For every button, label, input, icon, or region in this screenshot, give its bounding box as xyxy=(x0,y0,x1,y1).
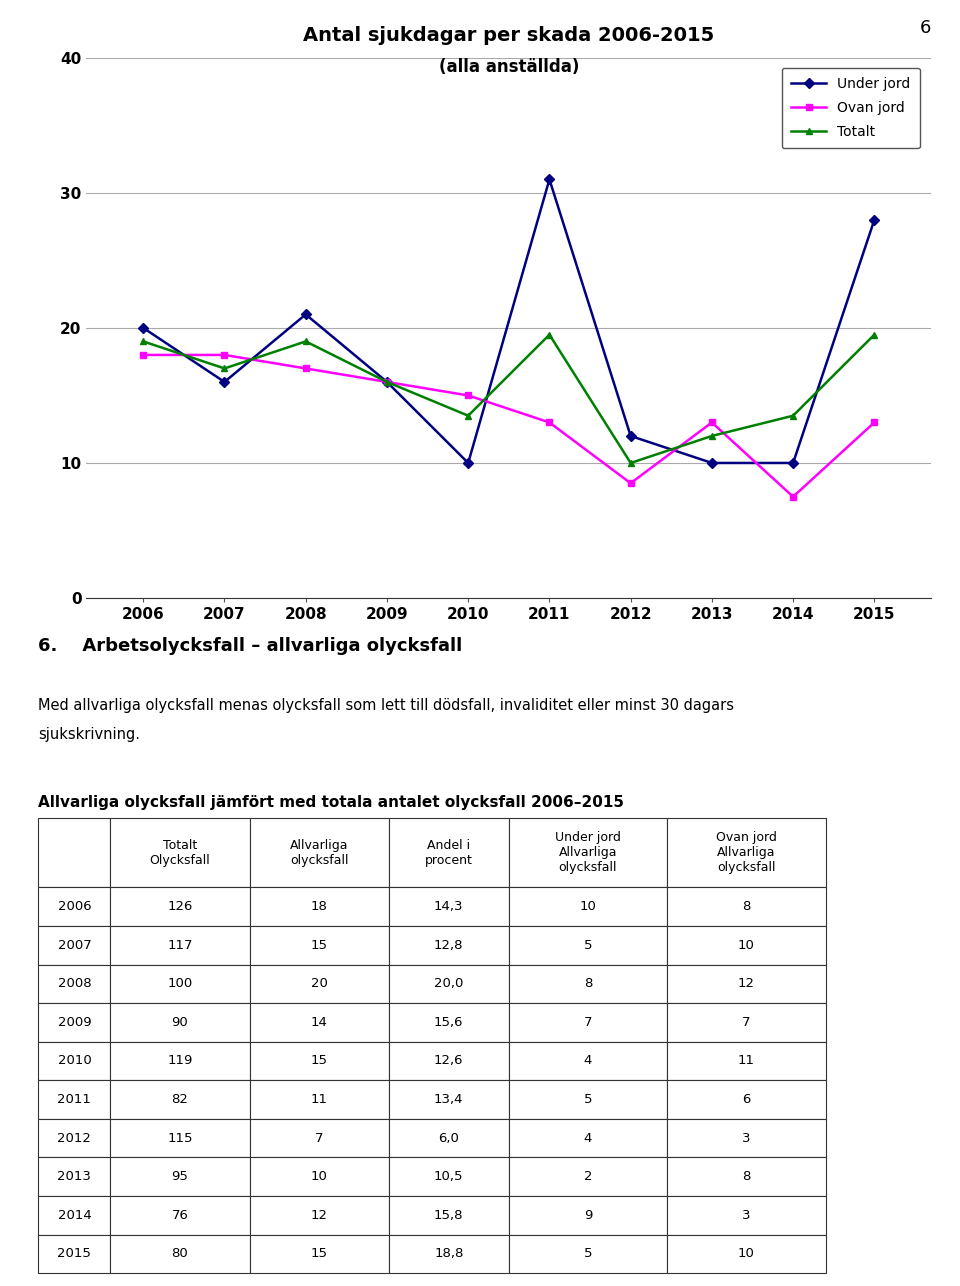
Totalt xyxy=(300,333,311,349)
Line: Ovan jord: Ovan jord xyxy=(140,351,877,500)
Ovan jord xyxy=(137,347,149,363)
Under jord xyxy=(787,455,799,471)
Ovan jord xyxy=(219,347,230,363)
Text: 6: 6 xyxy=(920,19,931,37)
Under jord xyxy=(625,428,636,444)
Totalt xyxy=(543,327,555,342)
Under jord xyxy=(300,307,311,323)
Text: Antal sjukdagar per skada 2006-2015: Antal sjukdagar per skada 2006-2015 xyxy=(303,26,714,45)
Ovan jord xyxy=(543,414,555,430)
Under jord xyxy=(707,455,718,471)
Totalt xyxy=(869,327,880,342)
Totalt xyxy=(707,428,718,444)
Ovan jord xyxy=(869,414,880,430)
Text: Allvarliga olycksfall jämfört med totala antalet olycksfall 2006–2015: Allvarliga olycksfall jämfört med totala… xyxy=(38,795,624,810)
Ovan jord xyxy=(463,388,474,404)
Totalt xyxy=(787,408,799,423)
Totalt xyxy=(381,374,393,390)
Totalt xyxy=(137,333,149,349)
Text: (alla anställda): (alla anställda) xyxy=(439,58,579,76)
Under jord xyxy=(381,374,393,390)
Ovan jord xyxy=(787,489,799,504)
Ovan jord xyxy=(300,361,311,377)
Line: Under jord: Under jord xyxy=(140,176,877,467)
Legend: Under jord, Ovan jord, Totalt: Under jord, Ovan jord, Totalt xyxy=(781,68,920,148)
Totalt xyxy=(463,408,474,423)
Line: Totalt: Totalt xyxy=(140,332,877,467)
Text: sjukskrivning.: sjukskrivning. xyxy=(38,727,140,742)
Under jord xyxy=(219,374,230,390)
Text: 6.    Arbetsolycksfall – allvarliga olycksfall: 6. Arbetsolycksfall – allvarliga olycksf… xyxy=(38,637,463,655)
Under jord xyxy=(137,320,149,336)
Ovan jord xyxy=(381,374,393,390)
Totalt xyxy=(625,455,636,471)
Ovan jord xyxy=(625,476,636,491)
Under jord xyxy=(543,171,555,186)
Ovan jord xyxy=(707,414,718,430)
Under jord xyxy=(869,212,880,228)
Under jord xyxy=(463,455,474,471)
Text: Med allvarliga olycksfall menas olycksfall som lett till dödsfall, invaliditet e: Med allvarliga olycksfall menas olycksfa… xyxy=(38,698,734,714)
Totalt xyxy=(219,361,230,377)
